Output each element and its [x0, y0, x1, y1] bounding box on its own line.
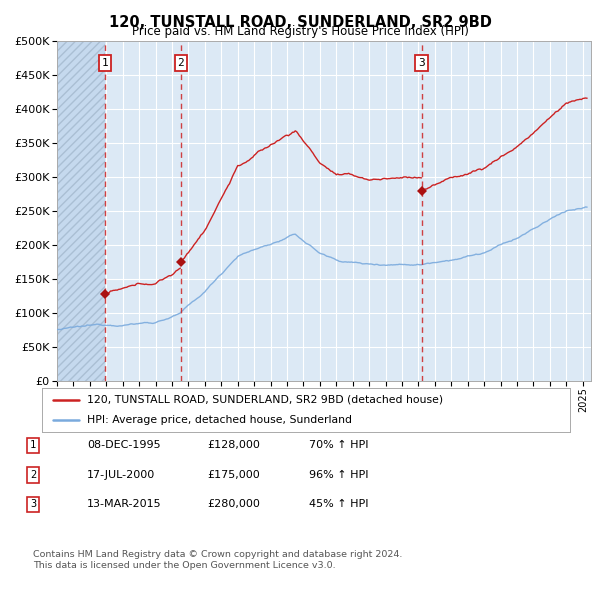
Text: 2: 2 — [178, 58, 184, 68]
Text: 1: 1 — [30, 441, 36, 450]
Bar — [57, 41, 105, 381]
Text: 17-JUL-2000: 17-JUL-2000 — [87, 470, 155, 480]
Text: 3: 3 — [30, 500, 36, 509]
Text: 08-DEC-1995: 08-DEC-1995 — [87, 441, 161, 450]
Text: 45% ↑ HPI: 45% ↑ HPI — [309, 500, 368, 509]
Text: £175,000: £175,000 — [207, 470, 260, 480]
Text: 1: 1 — [101, 58, 109, 68]
Text: 120, TUNSTALL ROAD, SUNDERLAND, SR2 9BD: 120, TUNSTALL ROAD, SUNDERLAND, SR2 9BD — [109, 15, 491, 30]
Text: 120, TUNSTALL ROAD, SUNDERLAND, SR2 9BD (detached house): 120, TUNSTALL ROAD, SUNDERLAND, SR2 9BD … — [87, 395, 443, 405]
Text: £280,000: £280,000 — [207, 500, 260, 509]
Text: HPI: Average price, detached house, Sunderland: HPI: Average price, detached house, Sund… — [87, 415, 352, 425]
Text: 2: 2 — [30, 470, 36, 480]
Text: 70% ↑ HPI: 70% ↑ HPI — [309, 441, 368, 450]
Text: 96% ↑ HPI: 96% ↑ HPI — [309, 470, 368, 480]
Text: This data is licensed under the Open Government Licence v3.0.: This data is licensed under the Open Gov… — [33, 560, 335, 569]
Text: Contains HM Land Registry data © Crown copyright and database right 2024.: Contains HM Land Registry data © Crown c… — [33, 550, 403, 559]
Text: 13-MAR-2015: 13-MAR-2015 — [87, 500, 161, 509]
Text: 3: 3 — [418, 58, 425, 68]
Text: Price paid vs. HM Land Registry's House Price Index (HPI): Price paid vs. HM Land Registry's House … — [131, 25, 469, 38]
Text: £128,000: £128,000 — [207, 441, 260, 450]
